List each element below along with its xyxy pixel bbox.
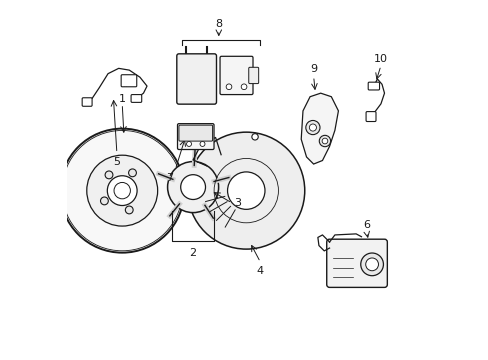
Circle shape <box>186 141 191 147</box>
Circle shape <box>309 124 316 131</box>
Circle shape <box>128 169 136 177</box>
Circle shape <box>305 121 319 135</box>
Circle shape <box>60 129 184 253</box>
FancyBboxPatch shape <box>220 56 252 95</box>
Text: 8: 8 <box>215 19 222 30</box>
Circle shape <box>225 84 231 90</box>
Text: 9: 9 <box>309 64 317 75</box>
Circle shape <box>251 134 258 140</box>
FancyBboxPatch shape <box>367 82 379 90</box>
Circle shape <box>125 206 133 214</box>
Circle shape <box>181 175 205 199</box>
Circle shape <box>241 84 246 90</box>
Text: 7: 7 <box>166 173 173 183</box>
Text: 4: 4 <box>256 266 264 276</box>
Text: 3: 3 <box>233 198 241 208</box>
Circle shape <box>101 197 108 205</box>
Circle shape <box>319 135 330 147</box>
FancyBboxPatch shape <box>177 123 214 149</box>
Circle shape <box>187 132 304 249</box>
Text: 6: 6 <box>363 220 369 230</box>
FancyBboxPatch shape <box>326 239 386 287</box>
FancyBboxPatch shape <box>179 125 212 141</box>
Circle shape <box>86 155 157 226</box>
FancyBboxPatch shape <box>366 112 375 122</box>
Circle shape <box>365 258 378 271</box>
FancyBboxPatch shape <box>248 67 258 84</box>
Circle shape <box>107 176 137 206</box>
Circle shape <box>322 138 327 144</box>
Circle shape <box>200 141 204 147</box>
Text: 10: 10 <box>373 54 387 64</box>
Circle shape <box>105 171 113 179</box>
FancyBboxPatch shape <box>82 98 92 106</box>
Text: 2: 2 <box>189 248 196 258</box>
Text: 1: 1 <box>119 94 125 104</box>
FancyBboxPatch shape <box>131 95 142 102</box>
FancyBboxPatch shape <box>177 54 216 104</box>
Text: 5: 5 <box>113 157 120 167</box>
Circle shape <box>227 172 264 210</box>
Circle shape <box>167 162 218 213</box>
Circle shape <box>114 183 130 199</box>
Polygon shape <box>301 93 338 164</box>
Circle shape <box>360 253 383 276</box>
FancyBboxPatch shape <box>121 75 137 87</box>
